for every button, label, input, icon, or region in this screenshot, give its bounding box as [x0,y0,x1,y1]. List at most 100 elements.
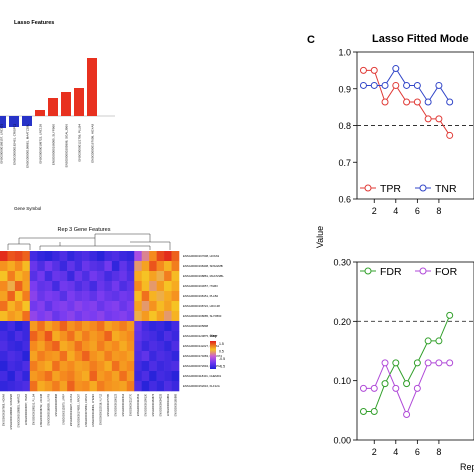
heat-cell [52,381,60,392]
heat-cell [52,261,60,272]
lasso-fitted-title: Lasso Fitted Mode [372,33,469,45]
heat-row-label: ENSG00000198881, MAATZ2BL [183,274,224,278]
dendrogram-lines [7,233,171,250]
heat-cell [37,301,46,312]
heat-row-label: ENSG00000163057, ITGB3 [183,284,218,288]
bar-6 [61,92,71,116]
heat-cell [44,281,53,292]
heat-cell [126,371,135,382]
heat-cell [14,351,23,362]
point-tnr [413,81,421,89]
heat-cell [89,381,98,392]
heat-cell [164,321,172,332]
heat-cell [22,301,31,312]
plot-frame [356,261,474,441]
heat-cell [59,381,68,392]
heat-cell [134,271,143,282]
heat-cell [37,261,46,272]
heat-cell [0,321,8,332]
bar-5 [48,98,58,116]
heat-cell [7,341,16,352]
point-fdr [370,408,378,416]
heat-row-label: ENSG00000198408, SDS22MB [183,264,223,268]
legend-swatch-marker [364,267,372,275]
heat-cell [82,301,90,312]
heat-cell [14,371,23,382]
heat-cell [156,301,165,312]
heat-cell [89,331,98,342]
legend-swatch-marker [419,184,427,192]
heat-cell [52,351,60,362]
heat-cell [0,351,8,362]
heat-cell [52,371,60,382]
heat-cell [171,381,180,392]
heat-cell [156,321,165,332]
heat-col-label: ENSG00000084233 [159,393,162,416]
heat-cell [134,251,143,262]
heat-cell [29,371,38,382]
heat-cell [111,311,120,322]
heat-cell [89,271,98,282]
heat-cell [126,361,135,372]
heat-cell [104,311,113,322]
heat-cell [29,251,38,262]
heat-cell [29,351,38,362]
heat-cell [0,341,8,352]
point-tpr [381,98,389,106]
point-fdr [413,359,421,367]
heat-cell [22,381,31,392]
point-tnr [359,81,367,89]
heat-cell [171,271,180,282]
heat-cell [171,351,180,362]
heat-cell [29,381,38,392]
heat-cell [44,331,53,342]
heat-cell [156,261,165,272]
heat-cell [59,331,68,342]
heat-cell [37,251,46,262]
heat-cell [171,331,180,342]
heat-cell [126,251,135,262]
heatmap-key-title: Key [210,333,217,338]
heat-cell [126,311,135,322]
heat-cell [82,261,90,272]
heat-cell [171,371,180,382]
heat-cell [104,381,113,392]
heat-cell [119,381,128,392]
point-for [413,384,421,392]
heat-cell [111,291,120,302]
y-tick-label: 1.0 [338,48,351,58]
heat-cell [111,321,120,332]
point-for [424,359,432,367]
heat-cell [164,251,172,262]
point-fdr [381,380,389,388]
point-for [359,384,367,392]
point-tnr [403,81,411,89]
legend-swatch-marker [364,184,372,192]
panel-c-letter: C [307,34,315,46]
heat-cell [7,351,16,362]
heat-row-label: ENSG00000118401, CHEMD1 [183,374,222,378]
bar-label-4: ENSG00000198722, LRC138 [39,124,43,164]
heat-cell [141,281,150,292]
heat-cell [52,301,60,312]
heat-cell [52,271,60,282]
heat-cell [96,271,105,282]
point-tpr [435,115,443,123]
point-fdr [446,311,454,319]
heat-col-label: ENSG00000199130 [144,393,147,416]
heat-cell [104,321,113,332]
y-tick-label: 0.20 [333,317,351,327]
heat-cell [37,281,46,292]
heat-cell [37,341,46,352]
heat-cell [14,341,23,352]
heat-cell [82,381,90,392]
point-for [370,384,378,392]
heat-cell [82,271,90,282]
tpr-tnr-plot: 0.6 0.7 0.8 0.9 1.0 2 4 6 8 TPR TNR [338,48,474,216]
heat-cell [164,301,172,312]
heat-cell [59,291,68,302]
heat-col-label: ENSG00000175785 [107,393,110,416]
point-fdr [424,337,432,345]
x-tick-label: 4 [393,206,398,216]
bar-7 [74,88,84,116]
